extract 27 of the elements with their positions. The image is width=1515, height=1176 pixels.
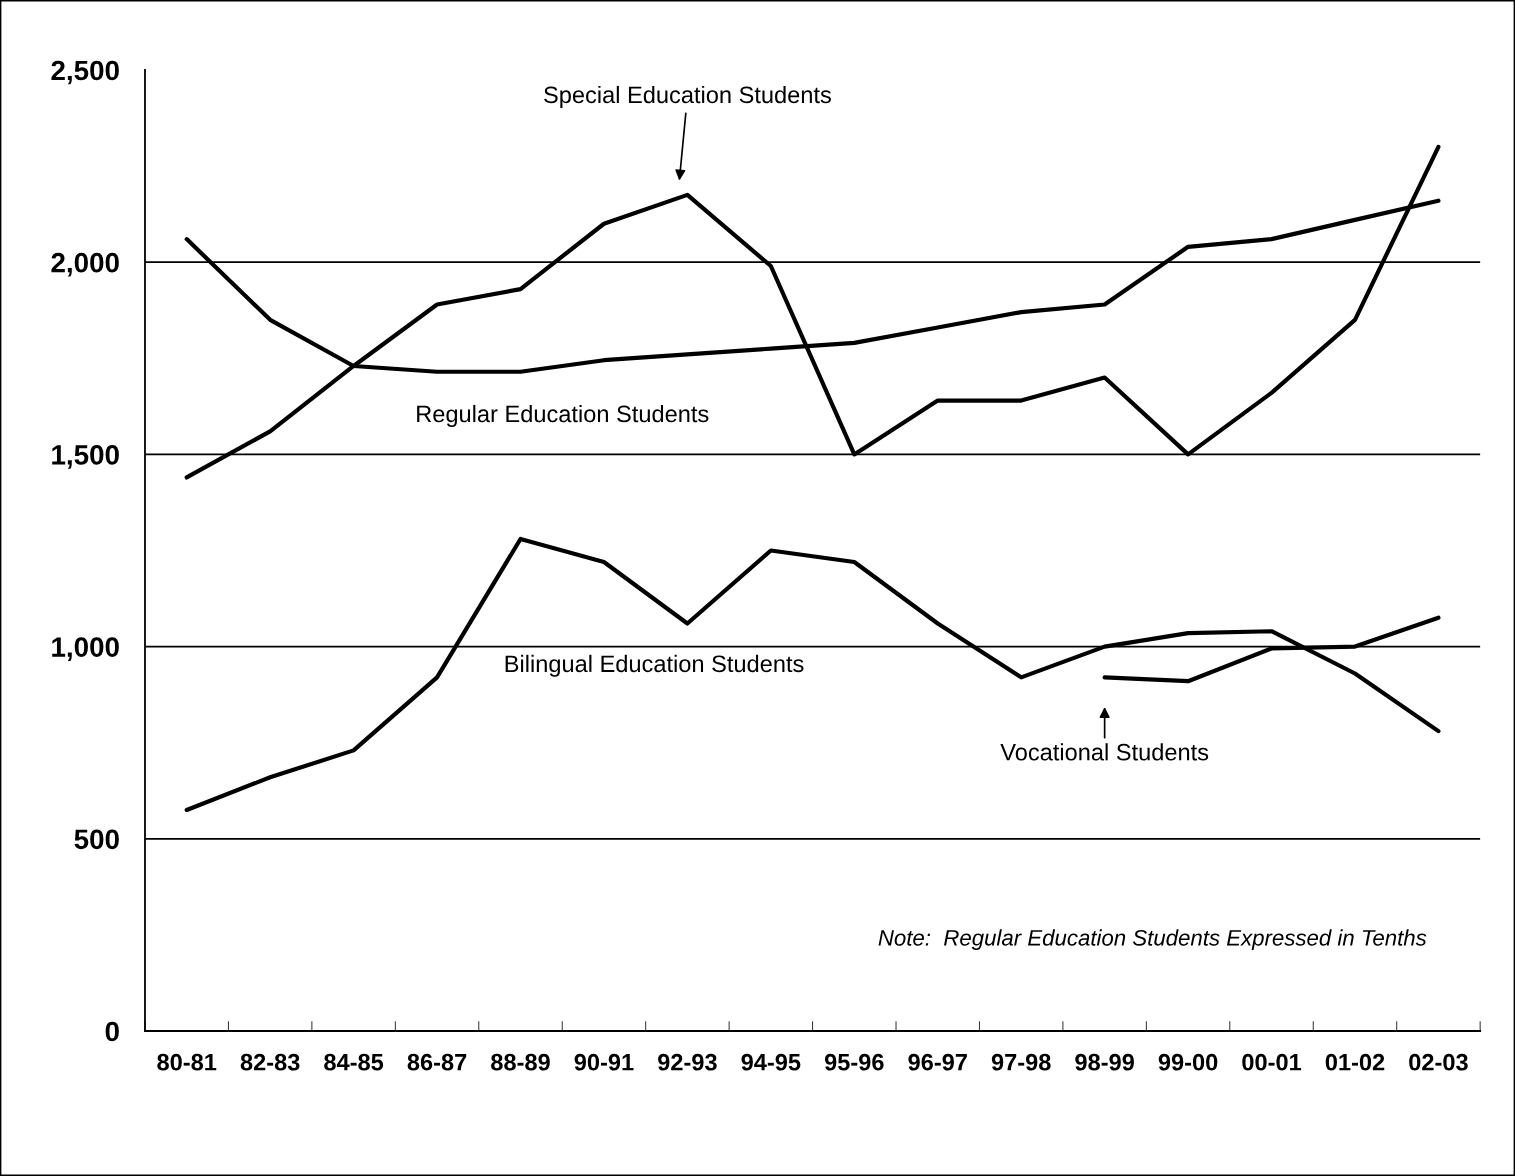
x-tick-label: 95-96 [824,1053,884,1071]
x-tick-label: 84-85 [324,1053,384,1071]
y-tick-label: 1,500 [52,445,119,469]
x-tick-label: 88-89 [491,1053,550,1071]
y-tick-label: 2,500 [51,60,119,85]
x-tick-label: 94-95 [741,1053,801,1071]
text: Special Education Students [544,85,831,108]
x-tick-label: 80-81 [157,1053,217,1071]
x-tick-label: 96-97 [908,1053,967,1071]
y-tick-label: 500 [74,829,119,850]
x-tick-label: 92-93 [658,1053,717,1071]
x-tick-label: 00-01 [1242,1053,1302,1071]
x-tick-label: 02-03 [1409,1053,1468,1071]
x-tick-label: 01-02 [1325,1053,1385,1071]
y-tick-label: 1,000 [52,637,119,661]
annotation: Note: Regular Education Students Expressed in Tenths [878,929,1427,951]
x-tick-label: 86-87 [407,1053,467,1071]
series-label: Regular Education Students [417,404,709,427]
x-tick-label: 90-91 [574,1053,634,1071]
legend-label: Vocational Students [1000,743,1209,761]
x-tick-label: 99-00 [1158,1053,1218,1071]
x-tick-label: 97-98 [991,1053,1051,1071]
y-tick-label: 0 [105,1021,119,1042]
y-tick-label: 2,000 [51,252,119,277]
x-tick-label: 82-83 [240,1053,300,1071]
x-tick-label: 98-99 [1075,1053,1134,1071]
series-label: Bilingual Education Students [505,654,804,677]
